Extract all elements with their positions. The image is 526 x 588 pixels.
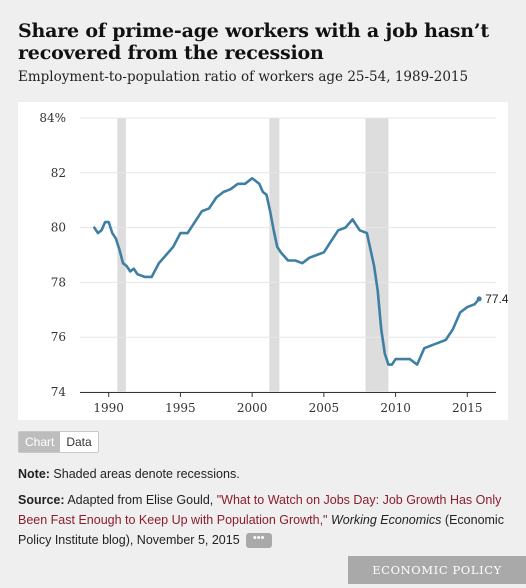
note: Note: Shaded areas denote recessions. [18, 467, 240, 481]
y-tick-label: 76 [51, 330, 66, 344]
y-tick-label: 82 [51, 166, 66, 180]
series-line [93, 177, 481, 366]
recession-band-2 [269, 118, 280, 392]
recession-band-3 [365, 118, 389, 392]
source-publication: Working Economics [327, 513, 442, 527]
y-tick-label: 80 [51, 221, 66, 235]
end-point [476, 296, 482, 302]
more-button[interactable]: ••• [245, 533, 272, 549]
x-tick-label: 1995 [165, 401, 196, 415]
note-label: Note: [18, 467, 50, 481]
x-tick-label: 2000 [237, 401, 268, 415]
brand-logo: ECONOMIC POLICY INSTITUTE [348, 556, 526, 584]
view-toggle[interactable]: Chart Data [18, 431, 99, 453]
source-suffix: (Economic Policy Institute blog), Novemb… [18, 513, 504, 547]
chart-title: Share of prime-age workers with a job ha… [18, 20, 489, 64]
note-text: Shaded areas denote recessions. [49, 467, 240, 481]
x-tick-label: 2010 [380, 401, 411, 415]
chart-tab[interactable]: Chart [19, 432, 61, 452]
line-chart: 74 76 78 80 82 84% 1990 1995 2000 2005 2010 2015 77.… [39, 111, 508, 415]
source-link[interactable]: "What to Watch on Jobs Day: Job Growth H… [18, 493, 502, 527]
source-prefix: Adapted from Elise Gould, [64, 493, 217, 507]
plot-area: 74 76 78 80 82 84% 1990 1995 2000 2005 2010 2015 77.… [18, 102, 508, 420]
x-tick-label: 1990 [93, 401, 124, 415]
chart-subtitle: Employment-to-population ratio of worker… [18, 69, 469, 85]
source: Source: Adapted from Elise Gould, "What … [18, 490, 508, 550]
y-tick-label: 74 [51, 385, 67, 399]
source-label: Source: [18, 493, 65, 507]
y-tick-label: 84% [39, 111, 66, 125]
end-value-label: 77.4% [485, 292, 508, 306]
x-tick-label: 2015 [452, 401, 483, 415]
y-tick-label: 78 [51, 275, 66, 289]
data-tab[interactable]: Data [60, 432, 98, 452]
x-tick-label: 2005 [309, 401, 340, 415]
